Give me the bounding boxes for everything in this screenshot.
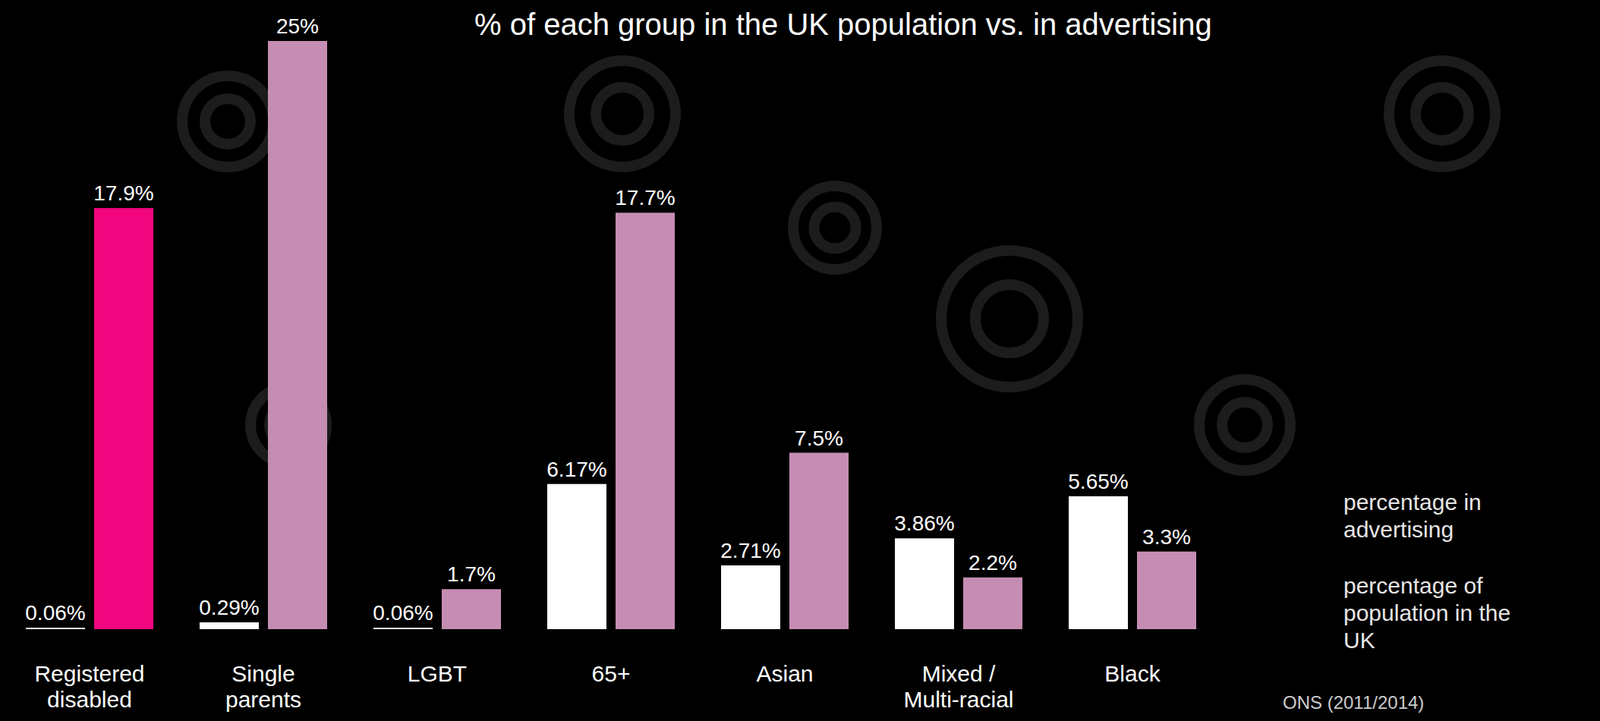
data-label: 2.2%	[968, 551, 1018, 575]
pattern-shape	[814, 207, 857, 249]
source: ONS (2011/2014)	[1282, 692, 1424, 713]
data-label: 25%	[276, 14, 319, 38]
data-label: 17.7%	[614, 185, 675, 210]
data-label: 3.3%	[1142, 525, 1191, 549]
data-label: 2.71%	[720, 538, 781, 563]
bar	[1137, 551, 1197, 630]
bar	[963, 577, 1023, 630]
category-label: Singleparents	[225, 661, 302, 712]
data-label: 17.9%	[93, 181, 154, 205]
data-label: 5.65%	[1067, 469, 1128, 494]
pattern-shape	[595, 87, 649, 141]
bar	[199, 622, 259, 630]
bar	[894, 538, 955, 630]
bar	[94, 207, 154, 630]
pattern-shape	[975, 284, 1044, 353]
background	[0, 0, 1600, 721]
category-label: Asian	[755, 661, 813, 687]
pattern-shape	[1199, 379, 1291, 471]
bar	[1068, 496, 1128, 630]
bar	[615, 212, 675, 630]
title: % of each group in the UK population vs.…	[474, 7, 1213, 41]
data-label: 0.06%	[372, 601, 433, 625]
bar	[547, 484, 607, 630]
pattern-shape	[569, 60, 676, 167]
category-label: LGBT	[407, 661, 467, 687]
data-label: 6.17%	[546, 457, 607, 482]
data-labels: 0.06% 0.29% 0.06% 6.17% 2.71% 3.86% 5.65% 17.9%…	[25, 14, 1191, 625]
pattern-shape	[793, 185, 877, 270]
category-label: Registereddisabled	[34, 661, 145, 712]
data-label: 0.29%	[198, 595, 259, 620]
data-label: 1.7%	[447, 562, 496, 586]
data-label: 3.86%	[894, 511, 955, 536]
pattern-shape	[941, 250, 1078, 388]
legend-entry: percentage ofpopulation in theUK	[1343, 573, 1511, 653]
category-label: 65+	[592, 661, 631, 687]
data-label: 7.5%	[794, 426, 844, 451]
bar	[267, 40, 328, 630]
pattern-shape	[1388, 60, 1496, 167]
pattern-shape	[1222, 402, 1268, 448]
legend-entry: percentage inadvertising	[1343, 489, 1482, 542]
pattern-shape	[182, 75, 274, 167]
data-label: 0.06%	[25, 601, 86, 625]
bar	[721, 565, 781, 630]
bar	[25, 627, 86, 630]
bar	[441, 588, 501, 630]
category-label: Black	[1104, 661, 1161, 687]
bar	[789, 453, 849, 630]
pattern-shape	[1415, 87, 1469, 141]
background-pattern	[182, 60, 1496, 471]
category-label: Mixed /Multi-racial	[903, 661, 1014, 712]
chart: % of each group in the UK population vs.…	[0, 0, 1600, 721]
bars	[25, 40, 1197, 630]
pattern-shape	[204, 98, 251, 145]
bar	[373, 627, 433, 630]
